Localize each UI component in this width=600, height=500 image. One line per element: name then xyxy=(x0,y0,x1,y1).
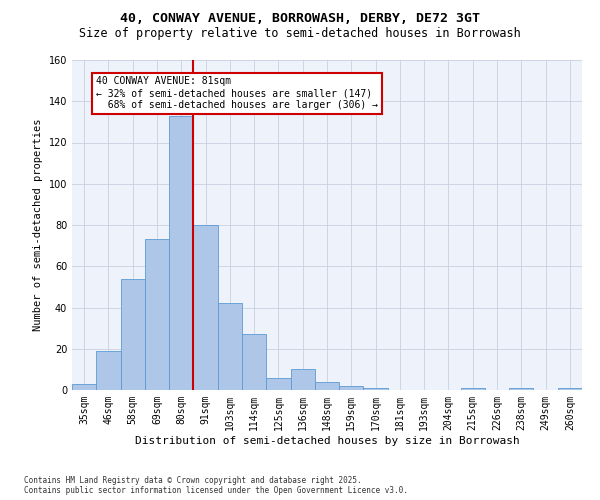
Bar xyxy=(315,382,339,390)
Text: Contains HM Land Registry data © Crown copyright and database right 2025.
Contai: Contains HM Land Registry data © Crown c… xyxy=(24,476,408,495)
Text: 40 CONWAY AVENUE: 81sqm
← 32% of semi-detached houses are smaller (147)
  68% of: 40 CONWAY AVENUE: 81sqm ← 32% of semi-de… xyxy=(96,76,378,110)
Bar xyxy=(96,351,121,390)
Bar xyxy=(509,388,533,390)
Bar xyxy=(290,370,315,390)
Bar xyxy=(145,240,169,390)
Bar xyxy=(193,225,218,390)
Y-axis label: Number of semi-detached properties: Number of semi-detached properties xyxy=(33,118,43,331)
Bar xyxy=(169,116,193,390)
Bar xyxy=(266,378,290,390)
Bar xyxy=(558,388,582,390)
Bar xyxy=(218,304,242,390)
Bar xyxy=(242,334,266,390)
Bar xyxy=(364,388,388,390)
Bar xyxy=(121,278,145,390)
X-axis label: Distribution of semi-detached houses by size in Borrowash: Distribution of semi-detached houses by … xyxy=(134,436,520,446)
Bar xyxy=(339,386,364,390)
Text: Size of property relative to semi-detached houses in Borrowash: Size of property relative to semi-detach… xyxy=(79,28,521,40)
Bar xyxy=(72,384,96,390)
Text: 40, CONWAY AVENUE, BORROWASH, DERBY, DE72 3GT: 40, CONWAY AVENUE, BORROWASH, DERBY, DE7… xyxy=(120,12,480,26)
Bar xyxy=(461,388,485,390)
